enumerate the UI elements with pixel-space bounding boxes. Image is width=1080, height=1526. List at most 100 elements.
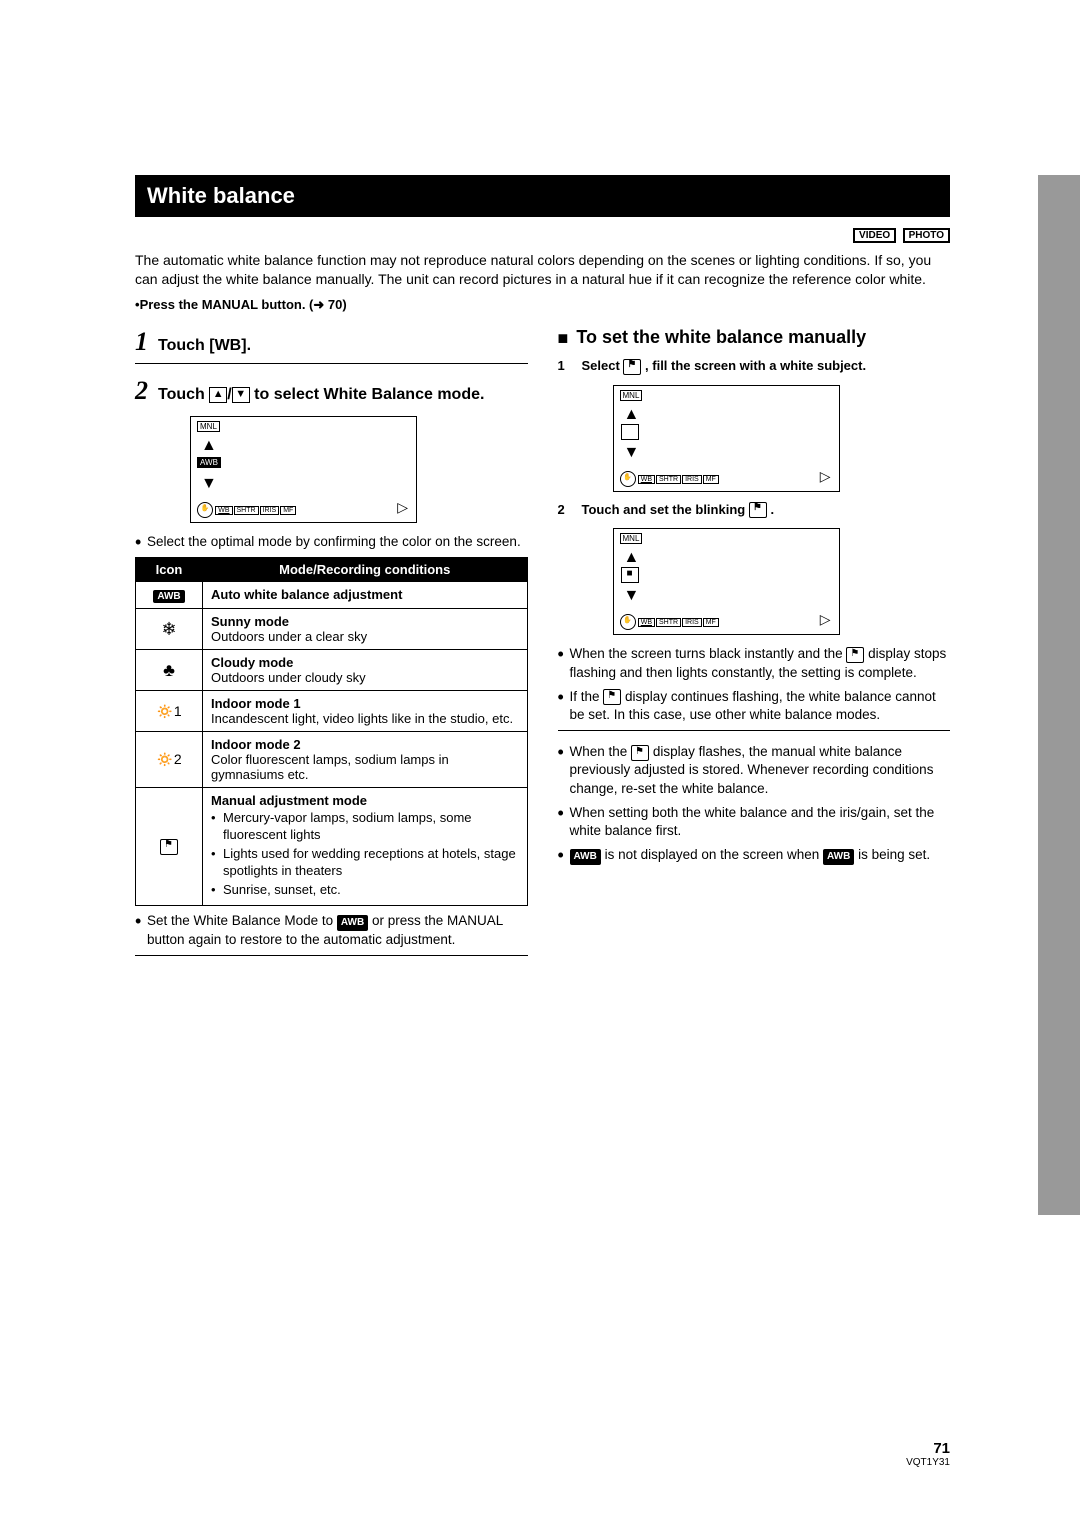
- rstep1-post: , fill the screen with a white subject.: [641, 358, 866, 373]
- square-bullet-icon: ■: [558, 327, 569, 350]
- note2-pre: If the: [570, 689, 604, 704]
- tab-iris-3: IRIS: [682, 618, 702, 627]
- hand-icon-n2: [603, 689, 621, 705]
- play-icon-2: ▷: [820, 468, 831, 485]
- hand-indicator-2: 󞔡: [621, 424, 639, 440]
- awb-indicator: AWB: [197, 457, 221, 468]
- th-icon: Icon: [136, 558, 203, 582]
- hand-icon: ✋: [197, 502, 213, 518]
- restore-pre: Set the White Balance Mode to: [147, 913, 337, 928]
- row-sunny-name: Sunny mode: [211, 614, 289, 629]
- down-arrow-icon: ▼: [232, 387, 250, 403]
- rstep2-text: Touch and set the blinking .: [582, 502, 951, 519]
- row-awb-icon: AWB: [153, 590, 184, 603]
- sidebar-gray: [1038, 175, 1080, 1215]
- section-title: White balance: [135, 175, 950, 217]
- hand-icon-n3: [631, 745, 649, 761]
- select-optimal-note: Select the optimal mode by confirming th…: [135, 533, 528, 551]
- mnl-label-2: MNL: [620, 390, 643, 401]
- nav-up-icon: ▲: [201, 437, 217, 455]
- rstep2-post: .: [767, 502, 774, 517]
- tab-wb: WB: [215, 506, 232, 515]
- mnl-label: MNL: [197, 421, 220, 432]
- restore-note: Set the White Balance Mode to AWB or pre…: [135, 912, 528, 949]
- rstep2-pre: Touch and set the blinking: [582, 502, 749, 517]
- row-indoor2-icon: 🔅2: [136, 732, 203, 788]
- row-indoor2-desc: Color fluorescent lamps, sodium lamps in…: [211, 752, 449, 782]
- tab-mf-2: MF: [703, 475, 719, 484]
- note2: If the display continues flashing, the w…: [558, 688, 951, 724]
- step1-text: Touch [WB].: [158, 336, 251, 357]
- row-sunny-desc: Outdoors under a clear sky: [211, 629, 367, 644]
- lcd-screen-3: MNL ▲ ■ ▼ ✋ WBSHTRIRISMF ▷: [613, 528, 840, 635]
- note5-mid: is not displayed on the screen when: [605, 847, 823, 862]
- row-awb-name: Auto white balance adjustment: [211, 587, 402, 602]
- row-indoor1-desc: Incandescent light, video lights like in…: [211, 711, 513, 726]
- footer: 71 VQT1Y31: [906, 1440, 950, 1468]
- up-arrow-icon: ▲: [209, 387, 227, 403]
- note2-post: display continues flashing, the white ba…: [570, 689, 936, 722]
- step2-post: to select White Balance mode.: [254, 386, 484, 403]
- manual-b3: Sunrise, sunset, etc.: [211, 882, 519, 899]
- badge-video: VIDEO: [854, 229, 895, 242]
- row-cloudy-icon: ♣: [136, 650, 203, 691]
- nav-down-icon: ▼: [201, 475, 217, 493]
- row-indoor2-name: Indoor mode 2: [211, 737, 301, 752]
- note5: AWB is not displayed on the screen when …: [558, 846, 951, 865]
- tab-shtr: SHTR: [234, 506, 259, 515]
- row-sunny-icon: ❄: [136, 609, 203, 650]
- lcd-screen-2: MNL ▲ 󞔡 ▼ ✋ WBSHTRIRISMF ▷: [613, 385, 840, 492]
- note1: When the screen turns black instantly an…: [558, 645, 951, 681]
- row-indoor1-name: Indoor mode 1: [211, 696, 301, 711]
- rstep1-num: 1: [558, 358, 570, 375]
- note1-pre: When the screen turns black instantly an…: [570, 646, 847, 661]
- left-column: 1 Touch [WB]. 2 Touch ▲/▼ to select Whit…: [135, 327, 528, 968]
- row-indoor1-icon: 🔅1: [136, 691, 203, 732]
- th-mode: Mode/Recording conditions: [203, 558, 528, 582]
- step1-num: 1: [135, 327, 148, 357]
- tab-wb-2: WB: [638, 475, 655, 484]
- tab-iris-2: IRIS: [682, 475, 702, 484]
- hand-icon-2: ✋: [620, 471, 636, 487]
- tab-shtr-2: SHTR: [656, 475, 681, 484]
- manual-b2: Lights used for wedding receptions at ho…: [211, 846, 519, 880]
- awb-inline-3: AWB: [823, 849, 854, 865]
- mode-badges: VIDEO PHOTO: [135, 225, 950, 243]
- manual-wb-heading: To set the white balance manually: [576, 327, 866, 348]
- hand-icon-4: ✋: [620, 614, 636, 630]
- press-manual: Press the MANUAL button. (➜ 70): [135, 297, 950, 313]
- play-icon: ▷: [397, 499, 408, 516]
- nav-down-2-icon: ▼: [624, 444, 640, 462]
- manual-b1: Mercury-vapor lamps, sodium lamps, some …: [211, 810, 519, 844]
- row-cloudy-desc: Outdoors under cloudy sky: [211, 670, 366, 685]
- note4: When setting both the white balance and …: [558, 804, 951, 840]
- modes-table: Icon Mode/Recording conditions AWB Auto …: [135, 557, 528, 906]
- note3-pre: When the: [570, 744, 632, 759]
- awb-inline-2: AWB: [570, 849, 601, 865]
- tab-iris: IRIS: [260, 506, 280, 515]
- row-manual-name: Manual adjustment mode: [211, 793, 367, 808]
- tab-wb-3: WB: [638, 618, 655, 627]
- step2-num: 2: [135, 376, 148, 406]
- row-cloudy-name: Cloudy mode: [211, 655, 293, 670]
- lcd-screen-1: MNL ▲ AWB ▼ ✋ WBSHTRIRISMF ▷: [190, 416, 417, 523]
- nav-up-3-icon: ▲: [624, 549, 640, 567]
- awb-inline-1: AWB: [337, 915, 368, 931]
- note5-end: is being set.: [858, 847, 930, 862]
- mnl-label-3: MNL: [620, 533, 643, 544]
- rstep1-text: Select , fill the screen with a white su…: [582, 358, 951, 375]
- tab-mf: MF: [280, 506, 296, 515]
- row-manual-icon: [136, 788, 203, 906]
- right-column: ■ To set the white balance manually 1 Se…: [558, 327, 951, 968]
- rstep2-num: 2: [558, 502, 570, 519]
- hand-indicator-3: ■: [621, 567, 639, 583]
- hand-icon-3: [749, 502, 767, 518]
- page-number: 71: [906, 1440, 950, 1457]
- step2-pre: Touch: [158, 386, 209, 403]
- hand-icon-n1: [846, 647, 864, 663]
- rstep1-pre: Select: [582, 358, 624, 373]
- intro-text: The automatic white balance function may…: [135, 251, 950, 289]
- tab-mf-3: MF: [703, 618, 719, 627]
- nav-down-3-icon: ▼: [624, 587, 640, 605]
- note3: When the display flashes, the manual whi…: [558, 743, 951, 798]
